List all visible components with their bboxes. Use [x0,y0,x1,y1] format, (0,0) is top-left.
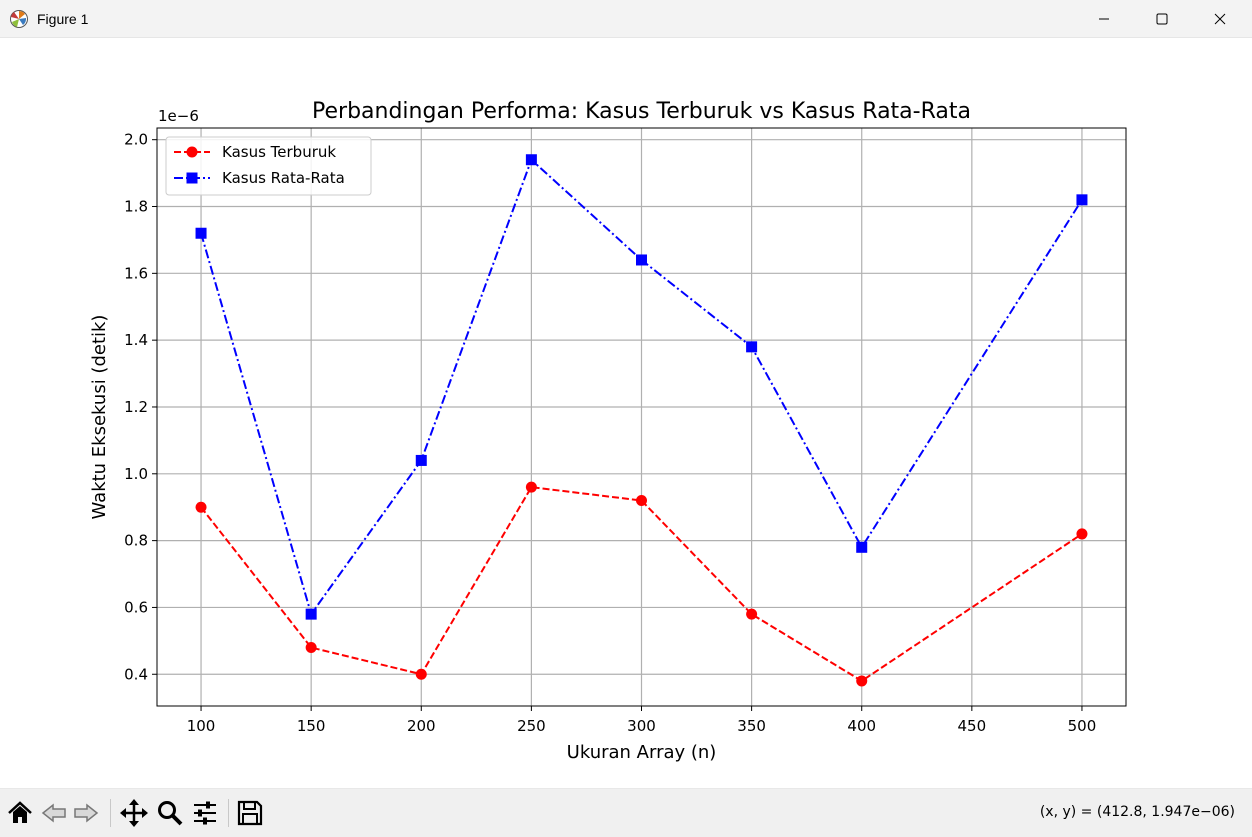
series-line-kasus-rata-rata [200,157,1083,617]
legend-label: Kasus Terburuk [222,143,336,161]
pan-icon [120,799,148,827]
legend-box [165,136,372,196]
data-point [195,227,207,239]
y-axis-label: Waktu Eksekusi (detik) [89,315,110,520]
legend-label: Kasus Rata-Rata [222,169,345,187]
x-tick-label: 350 [737,717,766,735]
data-point [746,341,758,353]
y-tick-label: 1.6 [124,264,148,282]
matplotlib-logo-icon [10,10,28,28]
x-tick-label: 400 [847,717,876,735]
configure-subplots-icon [194,801,216,825]
x-tick-label: 200 [407,717,436,735]
save-button[interactable] [234,797,266,829]
zoom-button[interactable] [154,797,186,829]
data-point [195,501,207,513]
data-point [415,454,427,466]
legend-marker [186,172,198,184]
legend-marker [186,146,198,158]
data-point [415,668,427,680]
x-tick-label: 250 [517,717,546,735]
legend: Kasus Terburuk Kasus Rata-Rata [165,136,372,196]
home-icon [8,801,32,823]
back-button[interactable] [38,797,70,829]
y-tick-label: 0.8 [124,532,148,550]
pan-button[interactable] [118,797,150,829]
minimize-icon [1099,18,1109,20]
data-point [305,608,317,620]
x-tick-label: 100 [187,717,216,735]
data-point [636,495,647,507]
series-layer [195,154,1088,687]
data-point [525,154,537,166]
back-icon [41,803,66,823]
y-tick-label: 0.4 [124,665,148,683]
data-point [525,481,537,493]
toolbar-separator [228,799,229,827]
maximize-button[interactable] [1133,0,1191,38]
ticks: 100 150 200 250 300 350 400 450 500 0.4 0.6 0.8 1.0 1… [124,131,1096,735]
x-tick-label: 450 [958,717,987,735]
data-point [305,642,317,654]
y-tick-label: 1.4 [124,331,148,349]
data-point [1076,528,1088,540]
x-axis-label: Ukuran Array (n) [567,742,717,763]
y-axis-offset-label: 1e−6 [158,107,199,125]
zoom-icon [158,801,183,826]
y-tick-label: 1.0 [124,465,148,483]
data-point [1076,194,1088,206]
forward-button[interactable] [70,797,102,829]
data-point [746,608,758,620]
data-point [856,675,868,687]
configure-subplots-button[interactable] [189,797,221,829]
y-tick-label: 2.0 [124,131,148,149]
coordinates-readout: (x, y) = (412.8, 1.947e−06) [1039,804,1235,820]
close-icon [1214,13,1226,25]
y-tick-label: 1.2 [124,398,148,416]
line-chart[interactable]: 100 150 200 250 300 350 400 450 500 0.4 0.6 0.8 1.0 1… [0,38,1252,788]
maximize-icon [1156,13,1168,25]
navigation-toolbar: (x, y) = (412.8, 1.947e−06) [0,788,1252,837]
home-button[interactable] [4,797,36,829]
data-point [856,541,868,553]
x-tick-label: 500 [1068,717,1097,735]
close-button[interactable] [1191,0,1249,38]
save-icon [237,800,263,826]
x-tick-label: 300 [627,717,656,735]
toolbar-separator [110,799,111,827]
window-title: Figure 1 [37,11,89,27]
chart-title: Perbandingan Performa: Kasus Terburuk vs… [312,99,971,124]
minimize-button[interactable] [1075,0,1133,38]
series-line-kasus-terburuk [200,486,1083,683]
y-tick-label: 0.6 [124,598,148,616]
grid [157,128,1126,706]
x-tick-label: 150 [297,717,326,735]
forward-icon [74,803,99,823]
y-tick-label: 1.8 [124,198,148,216]
window-titlebar: Figure 1 [0,0,1252,38]
data-point [636,254,647,266]
